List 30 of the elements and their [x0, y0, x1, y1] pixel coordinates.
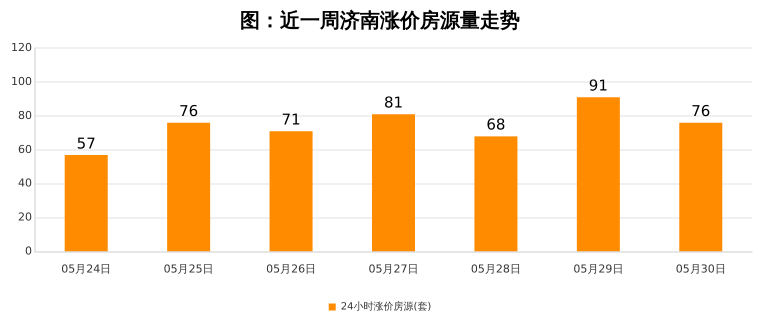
bar [167, 122, 210, 252]
x-tick-label: 05月29日 [573, 262, 624, 276]
y-tick-label: 120 [10, 40, 32, 54]
y-tick-label: 60 [18, 142, 32, 156]
bar [576, 97, 620, 252]
y-tick-label: 100 [10, 74, 32, 88]
x-tick-label: 05月28日 [470, 262, 521, 276]
data-label: 68 [486, 116, 506, 134]
x-tick-label: 05月27日 [368, 262, 418, 276]
legend-label: 24小时涨价房源(套) [340, 300, 432, 313]
data-label: 76 [179, 102, 198, 120]
y-tick-label: 20 [18, 210, 32, 224]
bar [64, 154, 108, 252]
y-tick-label: 0 [24, 244, 32, 258]
data-label: 71 [282, 110, 301, 129]
bar [270, 131, 313, 252]
x-tick-label: 05月24日 [61, 262, 112, 276]
data-label: 81 [384, 94, 404, 112]
data-label: 57 [76, 134, 96, 152]
x-tick-label: 05月26日 [266, 262, 316, 276]
x-tick-label: 05月30日 [676, 262, 726, 276]
data-label: 76 [691, 102, 710, 120]
chart-title: 图：近一周济南涨价房源量走势 [240, 8, 520, 32]
bar [474, 136, 518, 252]
y-tick-label: 80 [18, 108, 32, 122]
data-label: 91 [588, 76, 608, 95]
bar [372, 114, 416, 252]
y-tick-label: 40 [18, 176, 32, 190]
bar [679, 122, 722, 252]
x-tick-label: 05月25日 [164, 262, 214, 276]
